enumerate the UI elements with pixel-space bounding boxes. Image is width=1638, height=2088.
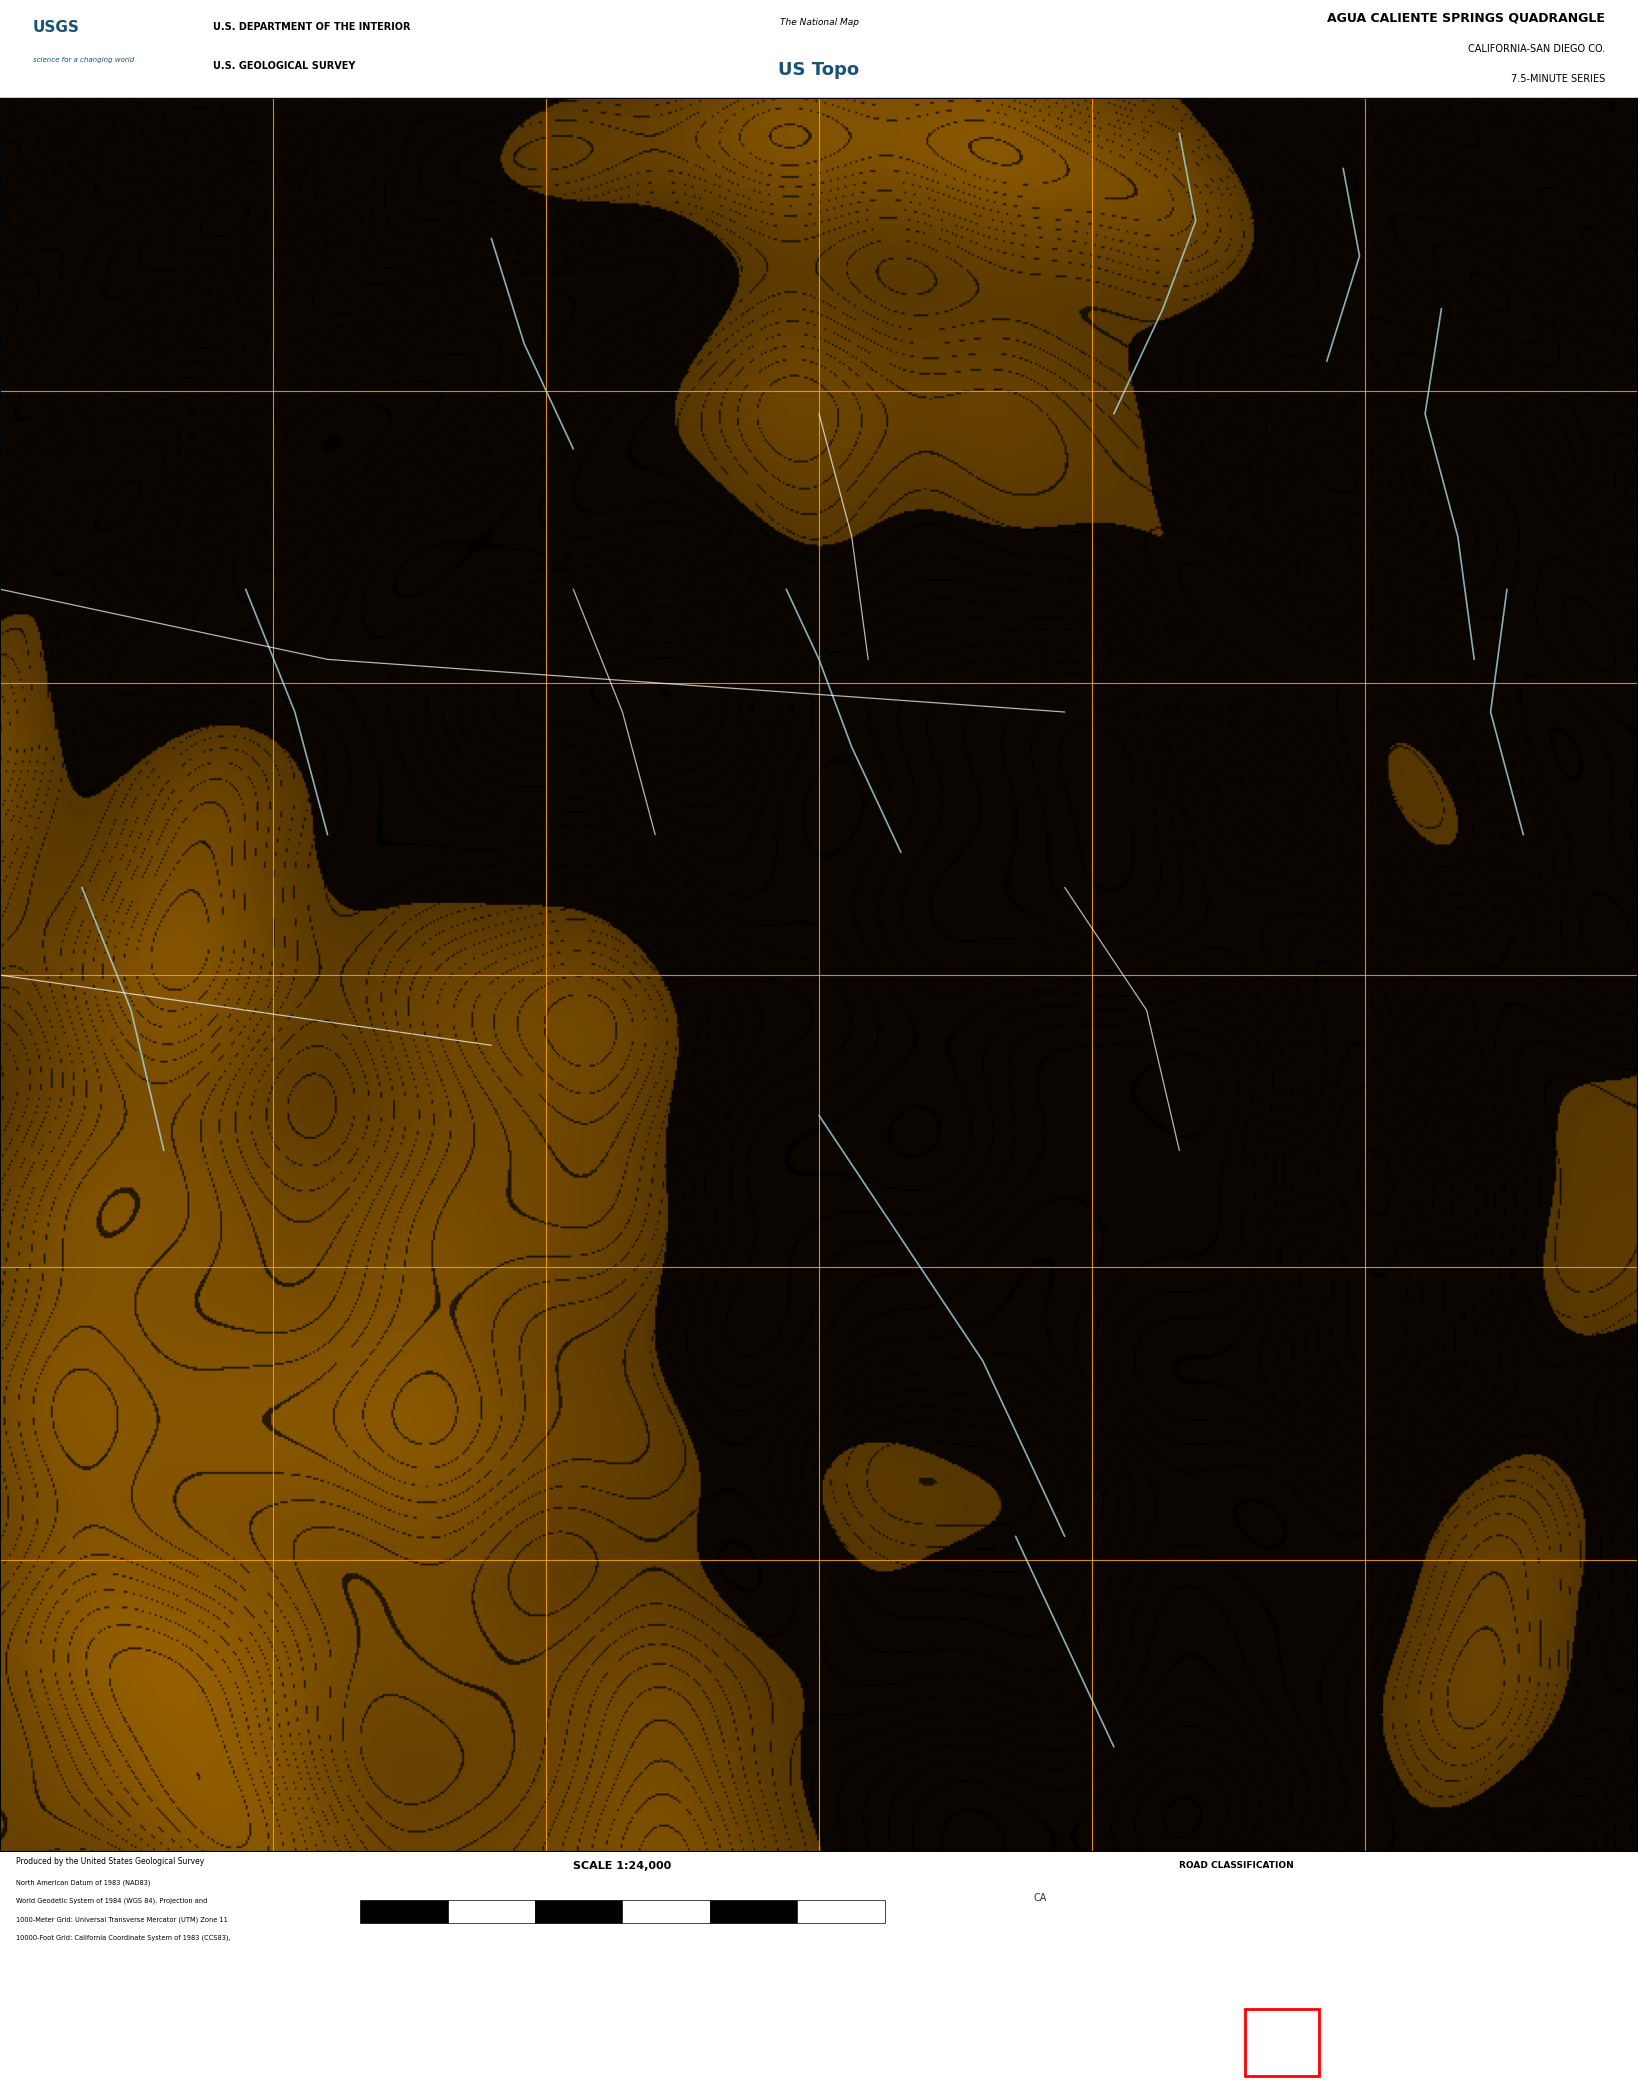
Text: U.S. DEPARTMENT OF THE INTERIOR: U.S. DEPARTMENT OF THE INTERIOR [213, 21, 411, 31]
Text: Produced by the United States Geological Survey: Produced by the United States Geological… [16, 1856, 205, 1867]
Text: USGS: USGS [33, 19, 80, 35]
Text: AGUA CALIENTE SPRINGS QUADRANGLE: AGUA CALIENTE SPRINGS QUADRANGLE [1327, 13, 1605, 25]
Bar [1245, 2009, 1319, 2075]
Bar [536, 1900, 622, 1923]
Bar [447, 1900, 536, 1923]
Bar [622, 1900, 709, 1923]
Text: The National Map: The National Map [780, 17, 858, 27]
Text: World Geodetic System of 1984 (WGS 84). Projection and: World Geodetic System of 1984 (WGS 84). … [16, 1898, 208, 1904]
Text: 1000-Meter Grid: Universal Transverse Mercator (UTM) Zone 11: 1000-Meter Grid: Universal Transverse Me… [16, 1917, 228, 1923]
Text: CA: CA [1034, 1894, 1047, 1902]
Text: 7.5-MINUTE SERIES: 7.5-MINUTE SERIES [1510, 73, 1605, 84]
Text: science for a changing world: science for a changing world [33, 56, 134, 63]
Text: U.S. GEOLOGICAL SURVEY: U.S. GEOLOGICAL SURVEY [213, 61, 355, 71]
Text: US Topo: US Topo [778, 61, 860, 79]
Bar [709, 1900, 798, 1923]
Text: North American Datum of 1983 (NAD83): North American Datum of 1983 (NAD83) [16, 1879, 151, 1885]
Text: 10000-Foot Grid: California Coordinate System of 1983 (CCS83),: 10000-Foot Grid: California Coordinate S… [16, 1936, 231, 1942]
Text: ROAD CLASSIFICATION: ROAD CLASSIFICATION [1179, 1860, 1294, 1871]
Text: SCALE 1:24,000: SCALE 1:24,000 [573, 1860, 672, 1871]
Bar [360, 1900, 447, 1923]
Text: CALIFORNIA-SAN DIEGO CO.: CALIFORNIA-SAN DIEGO CO. [1468, 44, 1605, 54]
Bar [798, 1900, 885, 1923]
